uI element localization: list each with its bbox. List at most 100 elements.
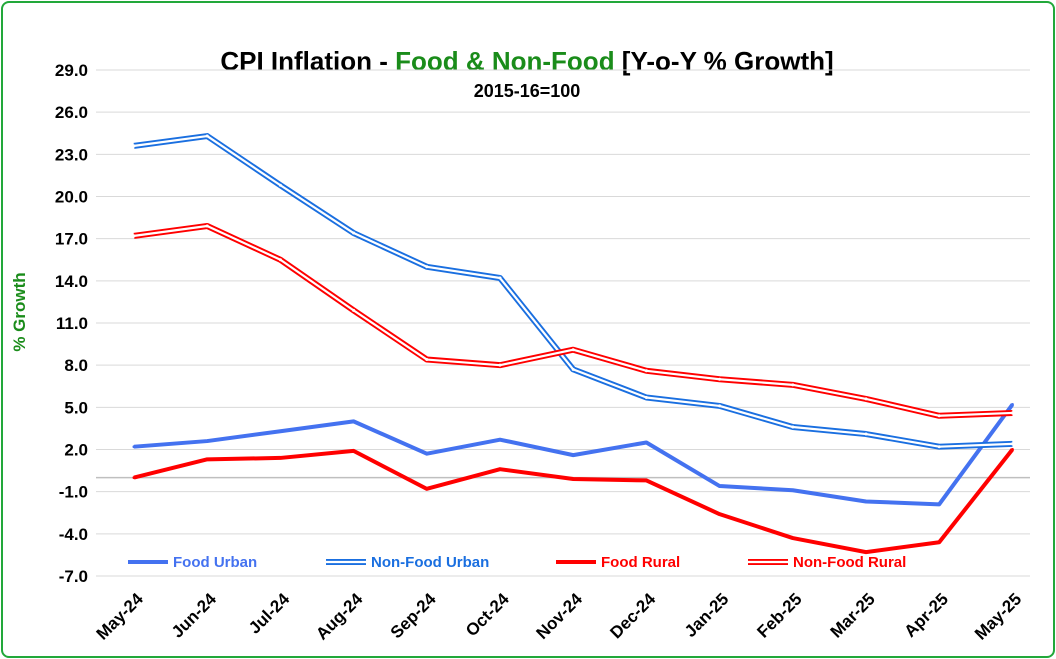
data-point: [498, 363, 502, 367]
data-point: [644, 478, 648, 482]
x-tick-label: Nov-24: [533, 589, 587, 643]
data-point: [937, 445, 941, 449]
data-point: [352, 449, 356, 453]
y-tick-label: 11.0: [56, 314, 88, 333]
y-tick-label: 26.0: [55, 103, 88, 122]
y-tick-label: -1.0: [59, 483, 88, 502]
title-part: [Y-o-Y % Growth]: [615, 46, 834, 76]
data-point: [1010, 411, 1014, 415]
x-tick-label: Apr-25: [901, 589, 953, 641]
title-part: Food & Non-Food: [395, 46, 614, 76]
series-group: [132, 133, 1015, 555]
data-point: [791, 425, 795, 429]
data-point: [571, 348, 575, 352]
y-tick-label: 29.0: [55, 61, 88, 80]
legend-item: Food Rural: [556, 554, 680, 571]
legend: Food Urban Non-Food Urban Food Rural Non-Fo…: [128, 554, 906, 571]
y-tick-label: 14.0: [55, 272, 88, 291]
data-point: [864, 500, 868, 504]
data-point: [278, 429, 282, 433]
y-tick-label: 23.0: [55, 145, 88, 164]
data-point: [205, 457, 209, 461]
data-point: [571, 453, 575, 457]
data-point: [498, 438, 502, 442]
data-point: [864, 550, 868, 554]
data-point: [571, 477, 575, 481]
data-point: [791, 536, 795, 540]
data-point: [352, 419, 356, 423]
y-tick-label: 20.0: [55, 188, 88, 207]
data-point: [571, 367, 575, 371]
data-point: [425, 265, 429, 269]
x-tick-label: Aug-24: [312, 589, 367, 644]
legend-item: Food Urban: [128, 554, 257, 571]
series-food-rural: [132, 448, 1014, 555]
title-part: CPI Inflation -: [220, 46, 395, 76]
x-axis-ticks: May-24 Jun-24 Jul-24 Aug-24 Sep-24 Oct-24 Nov-…: [93, 589, 1026, 644]
data-point: [132, 476, 136, 480]
data-point: [864, 397, 868, 401]
legend-label: Non-Food Rural: [793, 554, 906, 571]
series-non-food-urban: [132, 133, 1014, 450]
data-point: [278, 258, 282, 262]
legend-item: Non-Food Urban: [326, 554, 489, 571]
x-tick-label: Jul-24: [245, 589, 294, 638]
y-tick-label: 5.0: [64, 398, 88, 417]
x-tick-label: Dec-24: [606, 589, 659, 642]
data-point: [718, 484, 722, 488]
data-point: [278, 456, 282, 460]
legend-label: Non-Food Urban: [371, 554, 489, 571]
data-point: [937, 414, 941, 418]
series-food-urban: [132, 403, 1015, 507]
series-line-outer: [133, 223, 1013, 419]
y-tick-label: 2.0: [64, 441, 88, 460]
x-tick-label: Jan-25: [681, 589, 733, 641]
data-point: [644, 395, 648, 399]
data-point: [791, 383, 795, 387]
data-point: [1010, 442, 1014, 446]
data-point: [352, 308, 356, 312]
data-point: [205, 439, 209, 443]
data-point: [425, 487, 429, 491]
chart-title: CPI Inflation - Food & Non-Food [Y-o-Y %…: [220, 46, 833, 76]
data-point: [498, 467, 502, 471]
data-point: [132, 234, 136, 238]
data-point: [1010, 448, 1014, 451]
x-tick-label: May-25: [971, 589, 1025, 643]
x-tick-label: May-24: [93, 589, 148, 644]
data-point: [205, 134, 209, 138]
data-point: [425, 358, 429, 362]
x-tick-label: Sep-24: [387, 589, 440, 642]
data-point: [132, 445, 136, 449]
data-point: [278, 183, 282, 187]
y-axis-label: % Growth: [10, 272, 29, 351]
y-tick-label: -7.0: [59, 567, 88, 586]
x-tick-label: Oct-24: [462, 589, 513, 640]
gridlines: [96, 69, 1030, 577]
y-tick-label: 17.0: [55, 230, 88, 249]
y-tick-label: 8.0: [64, 356, 88, 375]
data-point: [498, 276, 502, 280]
data-point: [718, 404, 722, 408]
x-tick-label: Feb-25: [753, 589, 805, 641]
data-point: [937, 502, 941, 506]
data-point: [425, 452, 429, 456]
data-point: [352, 231, 356, 235]
data-point: [718, 512, 722, 516]
chart-subtitle: 2015-16=100: [474, 81, 581, 101]
data-point: [205, 224, 209, 228]
x-tick-label: Jun-24: [168, 589, 221, 642]
y-axis-ticks: 29.0 26.0 23.0 20.0 17.0 14.0 11.0 8.0 5.0 2.0 -1.…: [55, 61, 88, 586]
data-point: [718, 377, 722, 381]
data-point: [937, 540, 941, 544]
y-tick-label: -4.0: [59, 525, 88, 544]
legend-item: Non-Food Rural: [748, 554, 906, 571]
data-point: [644, 440, 648, 444]
legend-label: Food Rural: [601, 554, 680, 571]
x-tick-label: Mar-25: [827, 589, 879, 641]
data-point: [791, 488, 795, 492]
data-point: [1010, 403, 1014, 407]
data-point: [864, 432, 868, 436]
series-non-food-rural: [132, 223, 1014, 419]
